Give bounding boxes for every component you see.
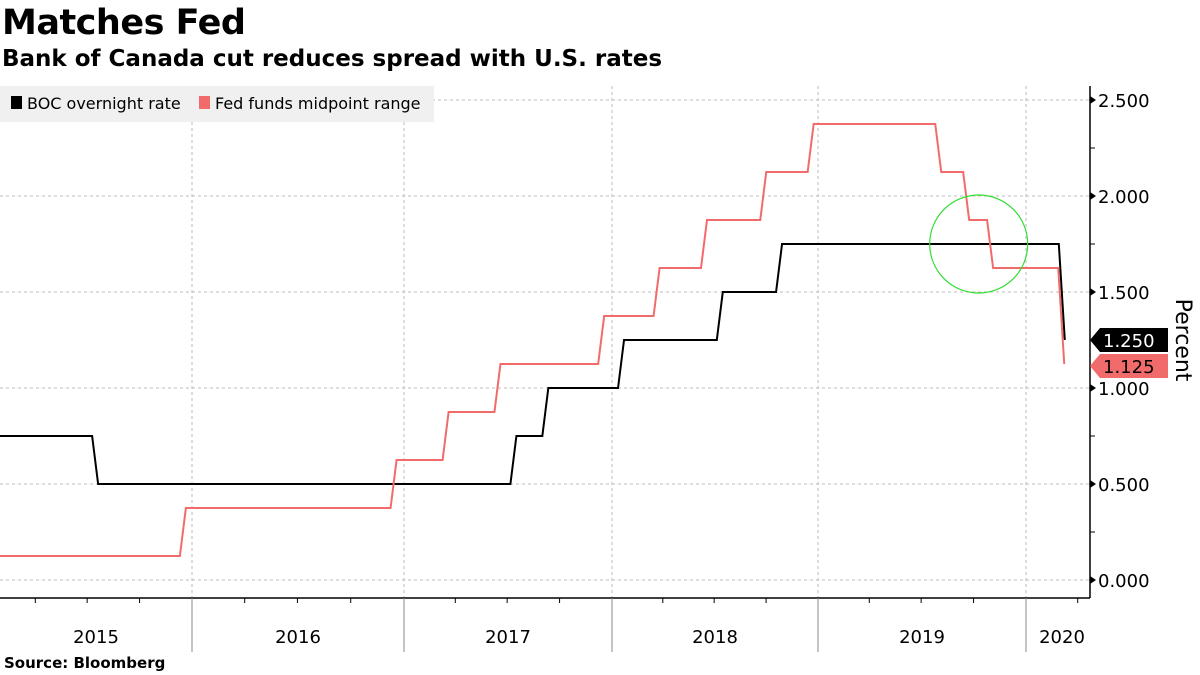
series-layer (0, 123, 1066, 557)
y-tick-marker (1090, 384, 1096, 392)
y-tick-marker (1090, 192, 1096, 200)
last-value-tag-shape (1090, 354, 1168, 378)
legend: BOC overnight rate Fed funds midpoint ra… (0, 86, 434, 122)
x-tick-label: 2016 (275, 627, 321, 648)
chart-subtitle: Bank of Canada cut reduces spread with U… (2, 46, 663, 72)
y-tick-label: 0.500 (1098, 475, 1150, 496)
last-value-tag-shape (1090, 328, 1168, 352)
annotation-layer (929, 194, 1029, 294)
series-line-boc (0, 243, 1066, 485)
y-tick-label: 0.000 (1098, 571, 1150, 592)
last-value-tag-text: 1.250 (1103, 331, 1155, 352)
x-tick-label: 2017 (485, 627, 531, 648)
highlight-circle (929, 194, 1029, 294)
x-tick-label: 2019 (899, 627, 945, 648)
legend-background (0, 86, 434, 122)
axis-layer: 0.000 0.500 1.000 1.500 2.000 2.500 2015 2016 20… (0, 86, 1150, 652)
y-axis-label: Percent (1170, 299, 1195, 382)
x-tick-label: 2018 (692, 627, 738, 648)
y-tick-label: 1.500 (1098, 283, 1150, 304)
x-tick-label: 2015 (73, 627, 119, 648)
legend-swatch-fed (199, 96, 210, 109)
y-tick-label: 1.000 (1098, 379, 1150, 400)
x-tick-label: 2020 (1039, 627, 1085, 648)
tag-layer: 1.250 1.125 (1090, 328, 1168, 378)
y-tick-marker (1090, 480, 1096, 488)
legend-label-boc: BOC overnight rate (27, 94, 181, 113)
grid-layer (0, 86, 1090, 598)
y-tick-label: 2.500 (1098, 91, 1150, 112)
source-note: Source: Bloomberg (4, 654, 166, 672)
series-line-fed (0, 123, 1066, 557)
y-tick-marker (1090, 96, 1096, 104)
legend-swatch-boc (11, 96, 22, 109)
y-tick-marker (1090, 576, 1096, 584)
chart-title: Matches Fed (2, 3, 246, 43)
last-value-tag-fed: 1.125 (1090, 354, 1168, 378)
legend-label-fed: Fed funds midpoint range (215, 94, 421, 113)
y-tick-label: 2.000 (1098, 187, 1150, 208)
y-tick-marker (1090, 288, 1096, 296)
last-value-tag-boc: 1.250 (1090, 328, 1168, 352)
last-value-tag-text: 1.125 (1103, 357, 1155, 378)
